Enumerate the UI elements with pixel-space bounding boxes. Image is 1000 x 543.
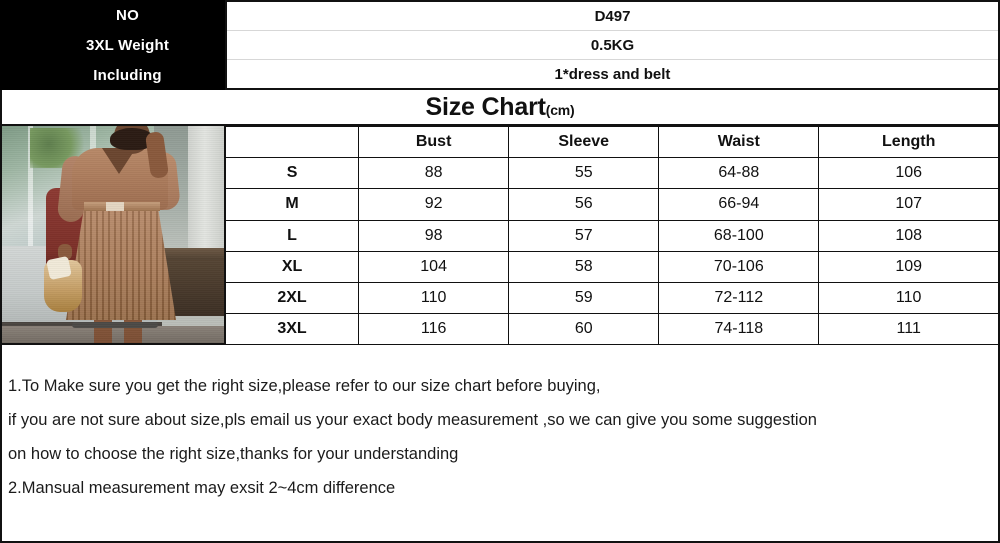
- note-line-3: on how to choose the right size,thanks f…: [8, 445, 459, 463]
- value-3xl-weight: 0.5KG: [227, 31, 998, 60]
- cell-bust: 92: [358, 188, 510, 221]
- cell-length: 106: [818, 157, 1000, 190]
- table-header-row: Bust Sleeve Waist Length: [224, 125, 1000, 159]
- product-photo-cell: [0, 126, 225, 345]
- label-including: Including: [93, 66, 162, 84]
- header-bust: Bust: [358, 125, 510, 159]
- cell-length: 109: [818, 250, 1000, 283]
- cell-length: 108: [818, 219, 1000, 252]
- cell-waist: 74-118: [658, 313, 820, 346]
- header-length: Length: [818, 125, 1000, 159]
- note-line-4: 2.Mansual measurement may exsit 2~4cm di…: [8, 479, 396, 497]
- cell-size: XL: [224, 250, 360, 283]
- value-including: 1*dress and belt: [554, 65, 671, 83]
- product-photo: [2, 126, 224, 343]
- cell-bust: 116: [358, 313, 510, 346]
- cell-sleeve: 56: [508, 188, 660, 221]
- product-info-values: D497 0.5KG 1*dress and belt: [225, 0, 1000, 90]
- table-row: L 98 57 68-100 108: [224, 219, 1000, 252]
- cell-length: 107: [818, 188, 1000, 221]
- cell-sleeve: 59: [508, 281, 660, 315]
- product-info-band: NO 3XL Weight Including D497 0.5KG 1*dre…: [0, 0, 1000, 90]
- table-row: 3XL 116 60 74-118 111: [224, 313, 1000, 346]
- cell-size: L: [224, 219, 360, 252]
- table-row: 2XL 110 59 72-112 110: [224, 281, 1000, 315]
- cell-waist: 64-88: [658, 157, 820, 190]
- cell-waist: 66-94: [658, 188, 820, 221]
- cell-size: S: [224, 157, 360, 190]
- table-row: S 88 55 64-88 106: [224, 157, 1000, 190]
- cell-waist: 70-106: [658, 250, 820, 283]
- title-unit: (cm): [545, 101, 575, 118]
- cell-bust: 88: [358, 157, 510, 190]
- photo-belt-buckle: [106, 202, 124, 211]
- photo-grain-overlay: [2, 126, 224, 343]
- photo-model-hair: [110, 128, 154, 150]
- cell-sleeve: 55: [508, 157, 660, 190]
- table-row: M 92 56 66-94 107: [224, 188, 1000, 221]
- notes-section: 1.To Make sure you get the right size,pl…: [0, 345, 1000, 543]
- product-info-labels: NO 3XL Weight Including: [0, 0, 225, 90]
- cell-length: 110: [818, 281, 1000, 315]
- header-sleeve: Sleeve: [508, 125, 660, 159]
- note-line-2: if you are not sure about size,pls email…: [8, 411, 817, 429]
- photo-model-hand: [58, 244, 72, 260]
- cell-waist: 68-100: [658, 219, 820, 252]
- label-no: NO: [116, 6, 139, 24]
- table-row: XL 104 58 70-106 109: [224, 250, 1000, 283]
- photo-dress-pleated-skirt: [66, 210, 176, 320]
- size-chart-title-band: Size Chart(cm): [0, 90, 1000, 126]
- photo-floor: [2, 326, 224, 343]
- cell-sleeve: 60: [508, 313, 660, 346]
- cell-size: 2XL: [224, 281, 360, 315]
- cell-waist: 72-112: [658, 281, 820, 315]
- cell-bust: 110: [358, 281, 510, 315]
- title-main: Size Chart: [425, 92, 546, 121]
- cell-size: M: [224, 188, 360, 221]
- page-title: Size Chart(cm): [425, 92, 575, 121]
- photo-desk-top: [148, 248, 224, 262]
- cell-size: 3XL: [224, 313, 360, 346]
- header-size: [224, 125, 360, 159]
- cell-sleeve: 58: [508, 250, 660, 283]
- note-line-1: 1.To Make sure you get the right size,pl…: [8, 377, 601, 395]
- header-waist: Waist: [658, 125, 820, 159]
- photo-chair-base: [72, 322, 158, 328]
- size-measurement-table: Bust Sleeve Waist Length S 88 55 64-88 1…: [224, 125, 1000, 346]
- cell-bust: 98: [358, 219, 510, 252]
- cell-bust: 104: [358, 250, 510, 283]
- cell-sleeve: 57: [508, 219, 660, 252]
- cell-length: 111: [818, 313, 1000, 346]
- label-3xl-weight: 3XL Weight: [85, 36, 170, 54]
- value-no: D497: [227, 2, 998, 31]
- photo-curtain: [188, 126, 224, 254]
- chart-main-row: Bust Sleeve Waist Length S 88 55 64-88 1…: [0, 125, 1000, 346]
